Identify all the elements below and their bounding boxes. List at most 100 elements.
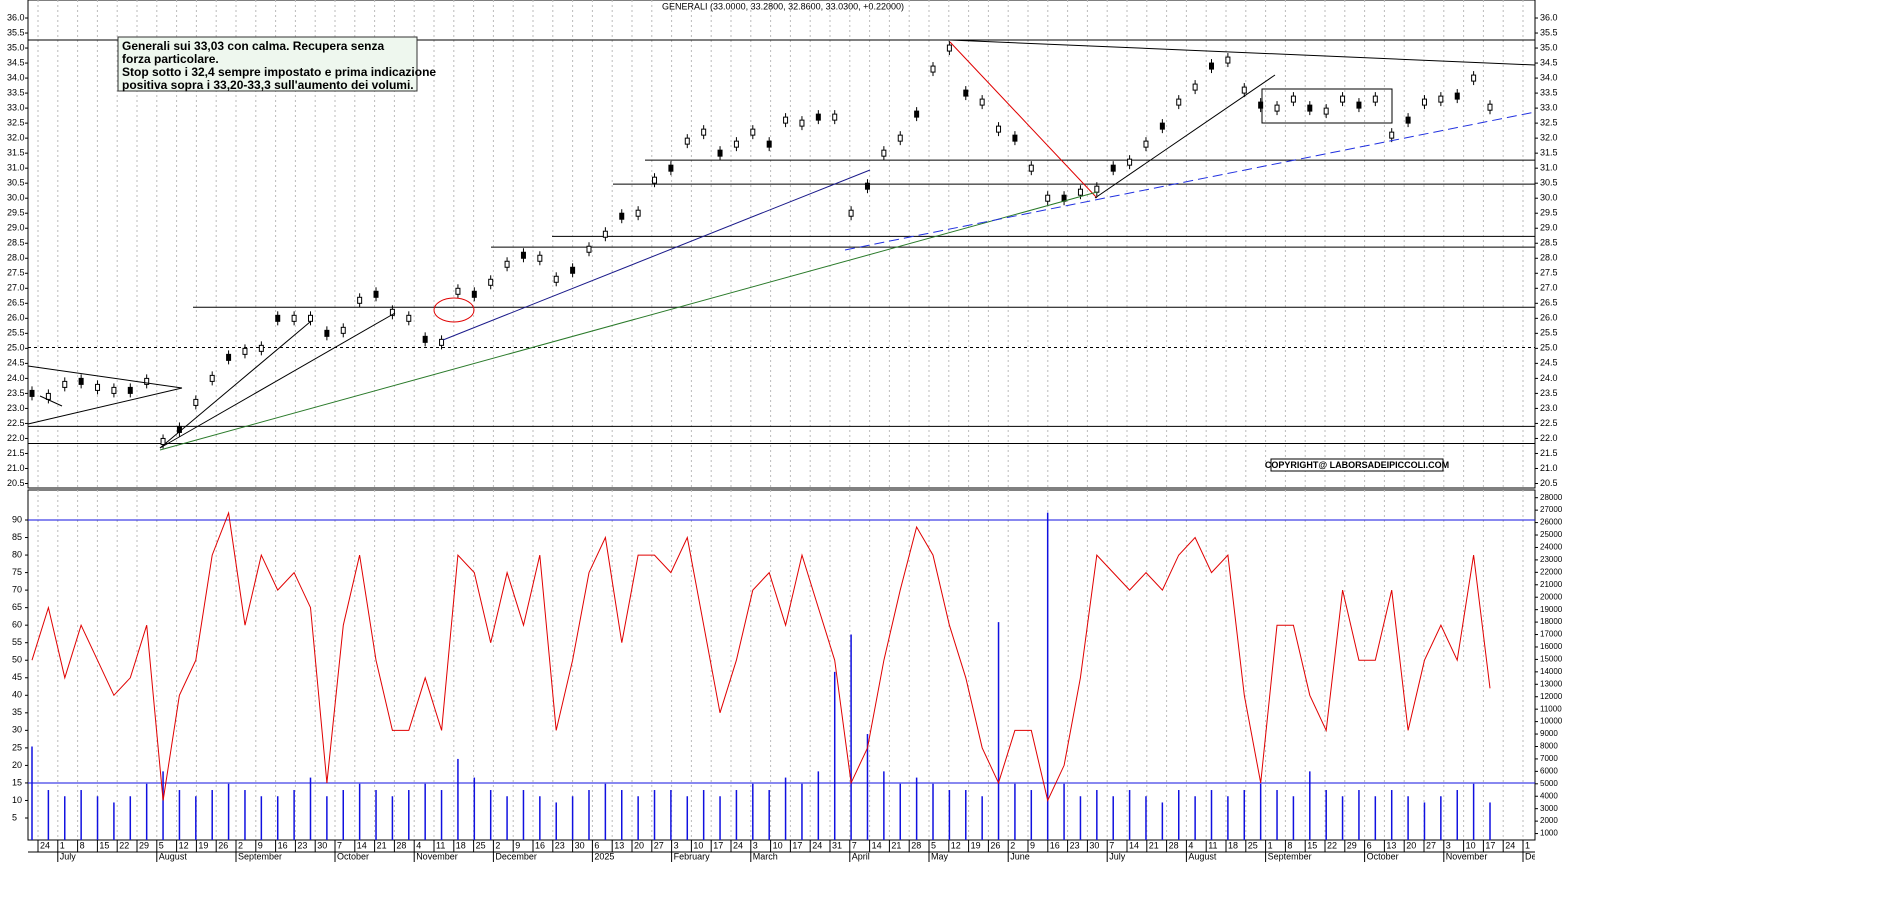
candle: [1094, 185, 1100, 193]
volume-tick-label: 19000: [1540, 605, 1563, 614]
x-tick-label: 14: [1129, 840, 1139, 850]
x-tick-label: 6: [1367, 840, 1372, 850]
x-tick-label: 24: [1505, 840, 1515, 850]
osc-tick-label: 5: [12, 812, 17, 822]
y-tick-label: 24.5: [1540, 358, 1558, 368]
y-tick-label: 23.5: [1540, 388, 1558, 398]
volume-tick-label: 28000: [1540, 493, 1563, 502]
candle: [242, 347, 248, 355]
volume-tick-label: 14000: [1540, 667, 1563, 676]
x-tick-label: 19: [971, 840, 981, 850]
trendline: [159, 191, 1098, 451]
x-tick-label: 15: [1307, 840, 1317, 850]
y-tick-label: 32.5: [7, 118, 25, 128]
volume-tick-label: 5000: [1540, 779, 1558, 788]
y-tick-label: 20.5: [1540, 478, 1558, 488]
osc-tick-label: 70: [12, 584, 22, 594]
y-tick-label: 30.5: [7, 178, 25, 188]
x-tick-label: 10: [693, 840, 703, 850]
x-tick-label: 27: [1426, 840, 1436, 850]
x-tick-label: 20: [1406, 840, 1416, 850]
y-tick-label: 21.5: [7, 448, 25, 458]
candle: [1438, 95, 1444, 103]
candle: [586, 245, 592, 253]
y-tick-label: 22.5: [7, 418, 25, 428]
volume-tick-label: 25000: [1540, 530, 1563, 539]
x-tick-label: 24: [40, 840, 50, 850]
x-tick-label: 16: [278, 840, 288, 850]
y-tick-label: 27.0: [7, 283, 25, 293]
y-tick-label: 21.0: [7, 463, 25, 473]
candle: [750, 128, 756, 136]
month-label: September: [238, 851, 282, 861]
x-tick-label: 3: [1446, 840, 1451, 850]
candle: [455, 287, 461, 295]
y-tick-label: 31.5: [7, 148, 25, 158]
osc-tick-label: 40: [12, 690, 22, 700]
x-tick-label: 6: [594, 840, 599, 850]
x-tick-label: 4: [416, 840, 421, 850]
month-label: November: [416, 851, 458, 861]
x-tick-label: 8: [80, 840, 85, 850]
candle: [324, 329, 330, 337]
candle: [914, 110, 920, 118]
candle: [1176, 98, 1182, 106]
x-tick-label: 5: [159, 840, 164, 850]
y-tick-label: 24.0: [1540, 373, 1558, 383]
x-tick-label: 17: [713, 840, 723, 850]
x-tick-label: 27: [654, 840, 664, 850]
y-tick-label: 26.5: [7, 298, 25, 308]
x-tick-label: 20: [634, 840, 644, 850]
y-tick-label: 29.0: [1540, 223, 1558, 233]
y-tick-label: 28.5: [1540, 238, 1558, 248]
y-tick-label: 36.0: [1540, 12, 1558, 22]
annotation-box: [117, 36, 418, 92]
copyright: COPYRIGHT@ LABORSADEIPICCOLI.COM: [1265, 460, 1449, 470]
candle: [1340, 95, 1346, 103]
month-label: May: [931, 851, 949, 861]
month-label: August: [1188, 851, 1217, 861]
month-label: December: [495, 851, 537, 861]
candle: [766, 140, 772, 148]
y-tick-label: 22.5: [1540, 418, 1558, 428]
candle: [1471, 74, 1477, 82]
y-tick-label: 20.5: [7, 478, 25, 488]
x-tick-label: 11: [1208, 840, 1217, 850]
x-tick-label: 29: [139, 840, 149, 850]
candle: [1127, 158, 1133, 166]
candle: [815, 113, 821, 121]
candle: [439, 338, 445, 346]
month-label: 2025: [594, 851, 614, 861]
x-tick-label: 24: [812, 840, 822, 850]
y-tick-label: 25.5: [7, 328, 25, 338]
candle: [1290, 95, 1296, 103]
trendline: [844, 111, 1536, 251]
candle: [881, 149, 887, 157]
x-tick-label: 9: [515, 840, 520, 850]
x-tick-label: 10: [1466, 840, 1476, 850]
y-tick-label: 21.0: [1540, 463, 1558, 473]
candle: [1323, 107, 1329, 115]
y-tick-label: 21.5: [1540, 448, 1558, 458]
candle: [144, 377, 150, 385]
y-tick-label: 34.5: [7, 57, 25, 67]
candle: [193, 398, 199, 406]
month-label: February: [674, 851, 711, 861]
y-tick-label: 34.0: [7, 72, 25, 82]
candle: [1389, 131, 1395, 139]
volume-tick-label: 1000: [1540, 829, 1558, 838]
y-tick-label: 35.5: [7, 27, 25, 37]
osc-tick-label: 80: [12, 549, 22, 559]
candle: [864, 182, 870, 190]
candle: [1241, 86, 1247, 94]
volume-tick-label: 24000: [1540, 543, 1563, 552]
annotation: forza particolare.: [122, 52, 219, 66]
candle: [701, 128, 707, 136]
y-tick-label: 33.5: [7, 87, 25, 97]
annotation: positiva sopra i 33,20-33,3 sull'aumento…: [122, 78, 414, 92]
y-tick-label: 31.0: [1540, 163, 1558, 173]
y-tick-label: 35.0: [7, 42, 25, 52]
y-tick-label: 25.0: [7, 343, 25, 353]
candle: [1077, 188, 1083, 196]
y-tick-label: 23.0: [1540, 403, 1558, 413]
